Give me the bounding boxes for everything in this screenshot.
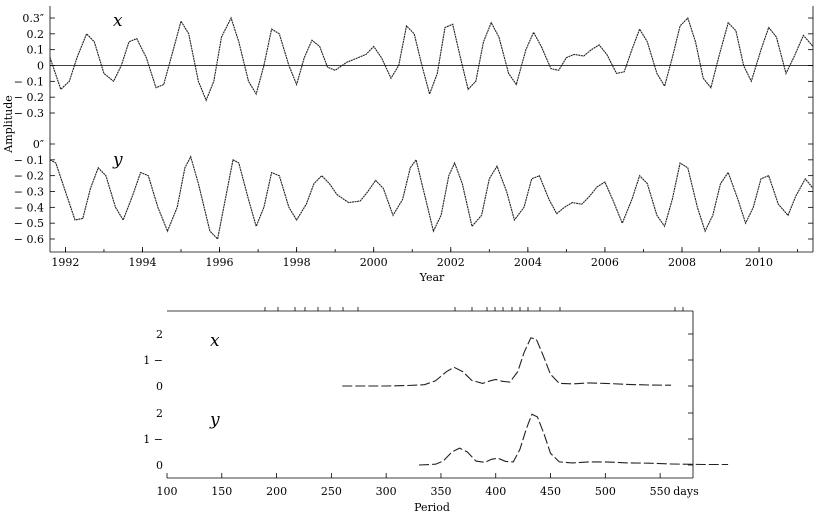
x-tick-label: 2008	[668, 256, 696, 269]
y-tick-label: − 0.3	[14, 186, 44, 199]
spectrum-y-tick-label: 2	[156, 407, 163, 420]
x-tick-label: 2002	[437, 256, 465, 269]
spectrum-y-tick-label: 1 −	[143, 433, 163, 446]
spectrum-x-label: x	[210, 331, 220, 351]
x-unit-label: days	[673, 485, 699, 498]
spectrum-x-tick-label: 550	[650, 485, 671, 498]
spectrum-y-tick-label: 1 −	[143, 354, 163, 367]
time-series-chart: 0.3″ 0.2 0.1 0 − 0.1 − 0.2 − 0.3 0″ − 0.1 − 0.2 − …	[2, 6, 814, 284]
spectrum-x-tick-label: 350	[430, 485, 451, 498]
y-tick-label: − 0.5	[14, 217, 44, 230]
top-series-group	[49, 16, 814, 241]
x-tick-label: 1994	[128, 256, 156, 269]
y-axis-title: Amplitude	[2, 95, 15, 154]
x-tick-label: 1996	[206, 256, 234, 269]
spectrum-y-label: y	[209, 410, 220, 430]
bottom-series-group	[342, 337, 729, 466]
y-tick-label: 0.3″	[22, 12, 44, 25]
y-tick-label: − 0.1	[14, 75, 44, 88]
x-tick-label: 2004	[514, 256, 542, 269]
spectrum-y-tick-label: 0	[156, 459, 163, 472]
x-tick-label: 1998	[283, 256, 311, 269]
y-tick-label: 0	[37, 60, 44, 73]
x-tick-label: 2010	[745, 256, 773, 269]
y-tick-label: 0.1	[27, 44, 45, 57]
spectrum-x-tick-label: 200	[266, 485, 287, 498]
x-tick-label: 2006	[591, 256, 619, 269]
x-tick-label: 1992	[51, 256, 79, 269]
spectrum-x-tick-label: 450	[540, 485, 561, 498]
y-tick-label: − 0.1	[14, 154, 44, 167]
y-tick-label: − 0.6	[14, 233, 44, 246]
y-tick-label: − 0.2	[14, 91, 44, 104]
spectrum-line-y	[418, 413, 729, 466]
series-line-x	[49, 16, 814, 102]
spectrum-line-x	[342, 337, 672, 387]
x-axis-title: Year	[419, 271, 445, 284]
y-tick-label: − 0.3	[14, 107, 44, 120]
y-tick-label: 0″	[33, 138, 44, 151]
period-spectrum-chart: 2 1 − 0 2 1 − 0 100 150 200 250 300 350 400 450 500 550…	[143, 307, 729, 514]
panel-x-label: x	[113, 11, 123, 31]
bottom-x-axis-title: Period	[414, 501, 450, 514]
y-tick-label: 0.2	[27, 28, 45, 41]
series-line-y	[49, 155, 814, 241]
top-y-ticks: 0.3″ 0.2 0.1 0 − 0.1 − 0.2 − 0.3 0″ − 0.1 − 0.2 − …	[14, 12, 813, 246]
spectrum-y-tick-label: 0	[156, 380, 163, 393]
spectrum-y-tick-label: 2	[156, 328, 163, 341]
spectrum-x-tick-label: 500	[595, 485, 616, 498]
spectrum-x-tick-label: 250	[321, 485, 342, 498]
spectrum-x-tick-label: 150	[211, 485, 232, 498]
x-tick-label: 2000	[360, 256, 388, 269]
panel-y-label: y	[112, 150, 123, 170]
y-tick-label: − 0.4	[14, 201, 44, 214]
bottom-ticks: 2 1 − 0 2 1 − 0 100 150 200 250 300 350 400 450 500 550	[143, 307, 693, 498]
spectrum-x-tick-label: 400	[485, 485, 506, 498]
spectrum-x-tick-label: 300	[376, 485, 397, 498]
y-tick-label: − 0.2	[14, 170, 44, 183]
top-x-ticks: 1992 1994 1996 1998 2000 2002 2004 2006 2008 2010	[51, 247, 798, 269]
spectrum-x-tick-label: 100	[157, 485, 178, 498]
